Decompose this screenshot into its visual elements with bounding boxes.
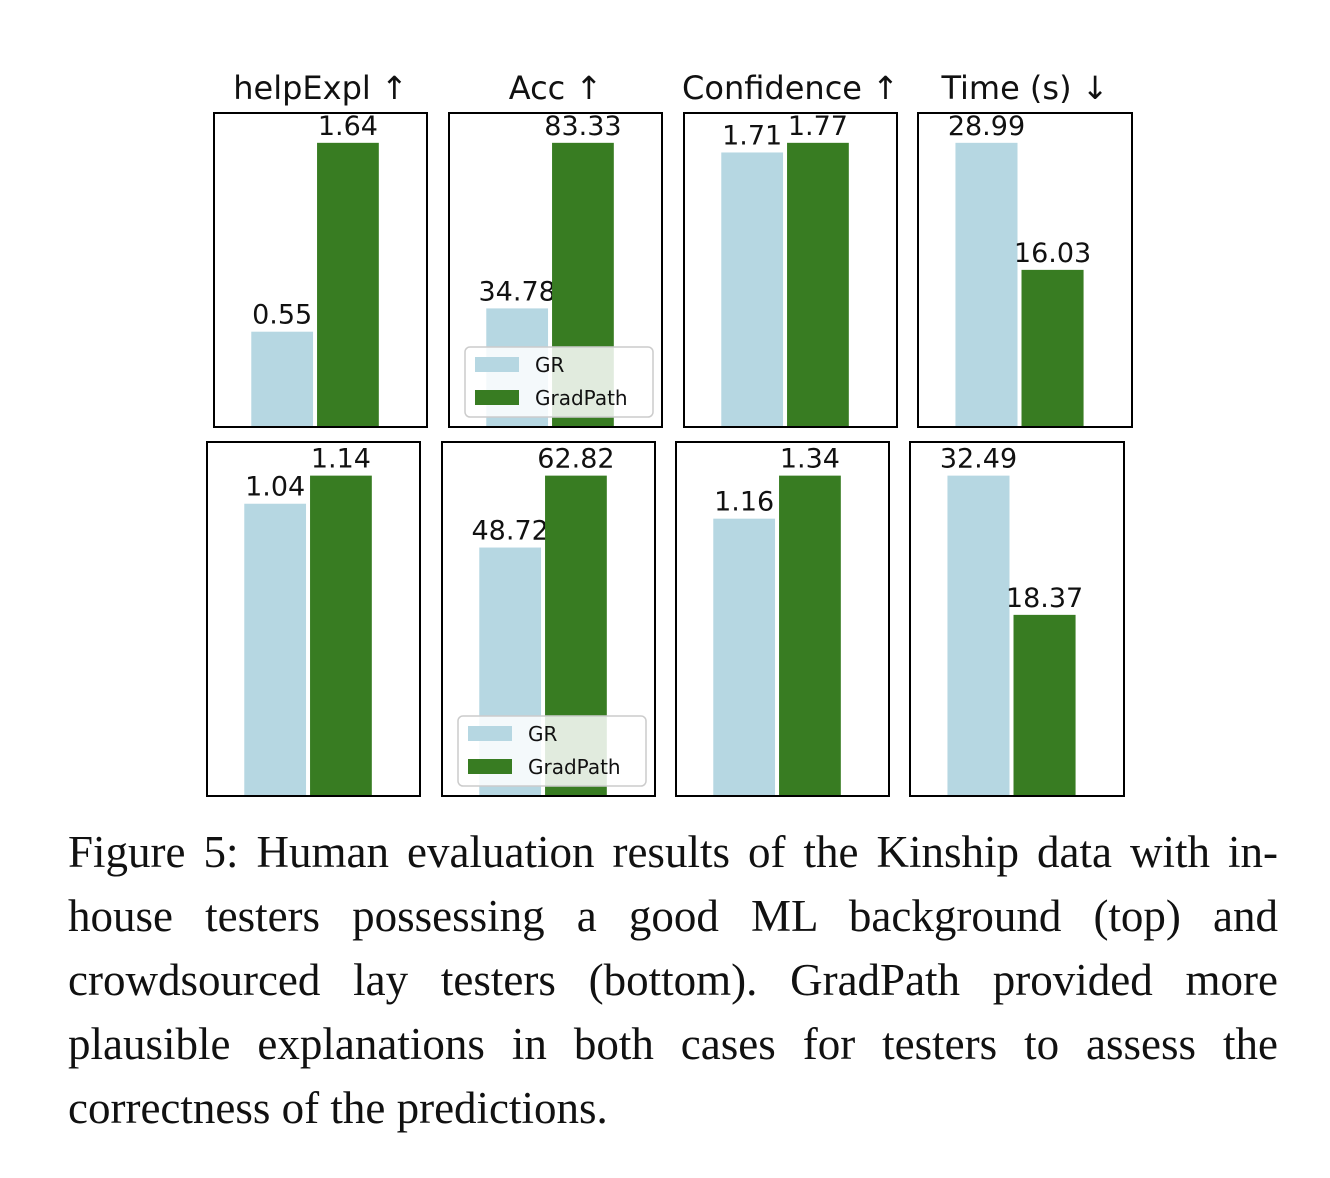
panel-frame-4 [917,112,1133,428]
data-label-gradpath-panel-5: 1.14 [311,444,371,475]
data-label-gradpath-panel-3: 1.77 [788,111,848,142]
legend-label-gr: GR [528,722,557,746]
panel-frame-6 [441,441,656,797]
data-label-gr-panel-8: 32.49 [940,444,1017,475]
panel-title-2: Acc ↑ [509,69,603,107]
data-label-gradpath-panel-7: 1.34 [780,444,840,475]
panel-title-4: Time (s) ↓ [940,69,1108,107]
data-label-gr-panel-6: 48.72 [472,516,549,547]
legend-label-gradpath: GradPath [528,755,621,779]
data-label-gradpath-panel-1: 1.64 [318,111,378,142]
legend-swatch-gradpath [468,759,512,774]
bar-gr-panel-4 [955,142,1018,427]
panel-frame-1 [213,112,428,428]
data-label-gradpath-panel-6: 62.82 [537,444,614,475]
panel-frame-2 [448,112,663,428]
data-label-gradpath-panel-4: 16.03 [1014,238,1091,269]
bar-gr-panel-1 [251,331,314,427]
bar-gr-panel-5 [244,503,307,796]
legend-swatch-gr [468,726,512,741]
panel-frame-8 [909,441,1125,797]
panel-title-3: Confidence ↑ [682,69,899,107]
legend-swatch-gr [475,357,519,372]
data-label-gradpath-panel-2: 83.33 [544,111,621,142]
figure-caption: Figure 5: Human evaluation results of th… [68,827,1278,1133]
bar-gradpath-panel-8 [1013,614,1076,796]
data-label-gr-panel-4: 28.99 [948,111,1025,142]
data-label-gr-panel-3: 1.71 [722,120,782,151]
legend-label-gr: GR [535,353,564,377]
bar-gradpath-panel-1 [317,142,379,427]
panel-frame-3 [683,112,898,428]
legend-label-gradpath: GradPath [535,386,628,410]
panel-frame-5 [206,441,421,797]
data-label-gr-panel-7: 1.16 [714,487,774,518]
data-label-gr-panel-2: 34.78 [479,276,556,307]
data-label-gr-panel-1: 0.55 [252,300,312,331]
bar-gradpath-panel-5 [310,475,372,796]
figure-panels: 0.55 1.64 helpExpl ↑ 34.78 83.33 Acc ↑ GR GradP… [206,69,1133,797]
data-label-gradpath-panel-8: 18.37 [1006,583,1083,614]
bar-gr-panel-7 [713,518,776,796]
bar-gradpath-panel-4 [1021,269,1084,427]
data-label-gr-panel-5: 1.04 [245,472,305,503]
bar-gr-panel-8 [947,475,1010,796]
legend-swatch-gradpath [475,390,519,405]
panel-title-1: helpExpl ↑ [233,69,408,107]
bar-gradpath-panel-3 [787,142,849,427]
bar-gradpath-panel-7 [779,475,841,796]
panel-frame-7 [675,441,890,797]
bar-gr-panel-3 [721,152,784,427]
